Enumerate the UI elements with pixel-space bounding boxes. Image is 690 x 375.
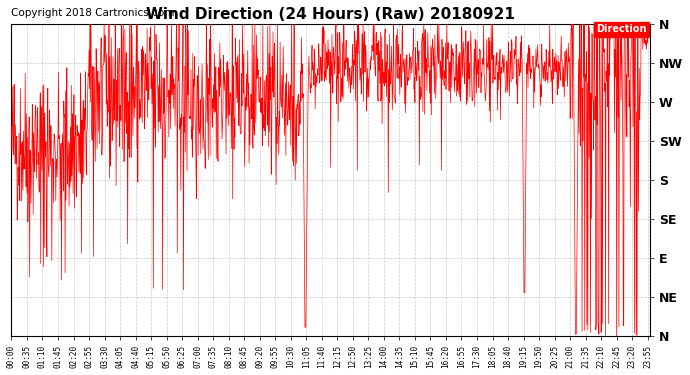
Text: Copyright 2018 Cartronics.com: Copyright 2018 Cartronics.com	[12, 8, 175, 18]
Text: Direction: Direction	[596, 24, 647, 34]
Title: Wind Direction (24 Hours) (Raw) 20180921: Wind Direction (24 Hours) (Raw) 20180921	[146, 7, 515, 22]
